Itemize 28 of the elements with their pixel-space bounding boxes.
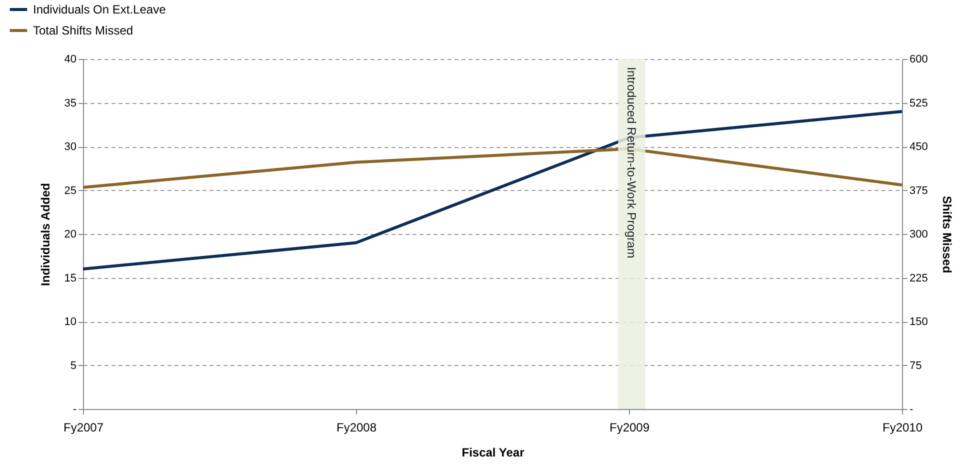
y2-tick-label: 600: [910, 54, 928, 66]
x-tick-label: Fy2009: [609, 420, 650, 434]
y2-tick-label: -: [910, 404, 914, 416]
y2-tick-label: 75: [910, 360, 922, 372]
y-tick-label: 20: [64, 228, 76, 240]
y-tick-label: 30: [64, 141, 76, 153]
legend-label: Individuals On Ext.Leave: [33, 2, 166, 16]
y2-axis-title: Shifts Missed: [940, 196, 954, 274]
y-axis-title: Individuals Added: [38, 183, 52, 286]
y2-tick-label: 450: [910, 141, 928, 153]
y2-tick-label: 300: [910, 228, 928, 240]
band-label: Introduced Return-to-Work Program: [624, 67, 639, 258]
x-axis-title: Fiscal Year: [462, 446, 525, 460]
y-tick-label: 15: [64, 272, 76, 284]
x-tick-label: Fy2007: [63, 420, 104, 434]
y2-tick-label: 225: [910, 272, 928, 284]
y-tick-label: 10: [64, 316, 76, 328]
y-tick-label: 35: [64, 97, 76, 110]
y2-tick-label: 150: [910, 316, 928, 328]
y-tick-label: 25: [64, 184, 76, 197]
y-tick-label: 40: [64, 54, 76, 66]
y2-tick-label: 375: [910, 184, 928, 197]
x-tick-label: Fy2008: [336, 420, 377, 434]
x-tick-label: Fy2010: [882, 420, 923, 434]
y-tick-label: 5: [70, 360, 76, 372]
y2-tick-label: 525: [910, 97, 928, 110]
y-tick-label: -: [72, 404, 77, 416]
legend-label: Total Shifts Missed: [33, 24, 134, 38]
